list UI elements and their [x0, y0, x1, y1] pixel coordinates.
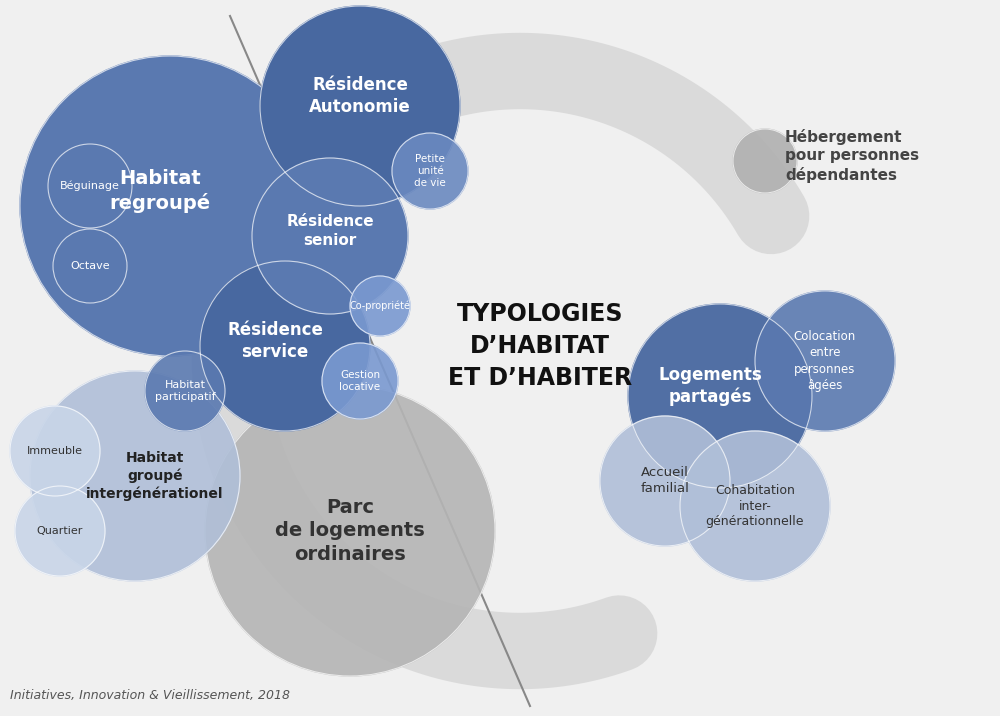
Circle shape [53, 229, 127, 303]
Text: Béguinage: Béguinage [60, 180, 120, 191]
Circle shape [680, 431, 830, 581]
Text: Résidence
Autonomie: Résidence Autonomie [309, 76, 411, 116]
Text: Habitat
groupé
intergénérationel: Habitat groupé intergénérationel [86, 451, 224, 501]
Circle shape [48, 144, 132, 228]
Text: Accueil
familial: Accueil familial [641, 467, 689, 495]
Text: Résidence
senior: Résidence senior [286, 214, 374, 248]
Circle shape [20, 56, 320, 356]
Text: Octave: Octave [70, 261, 110, 271]
Text: Hébergement
pour personnes
dépendantes: Hébergement pour personnes dépendantes [785, 129, 919, 183]
Circle shape [733, 129, 797, 193]
Circle shape [200, 261, 370, 431]
Circle shape [600, 416, 730, 546]
Text: Co-propriété: Co-propriété [350, 301, 411, 311]
Circle shape [260, 6, 460, 206]
Circle shape [205, 386, 495, 676]
Circle shape [392, 133, 468, 209]
Text: Petite
unité
de vie: Petite unité de vie [414, 154, 446, 188]
Circle shape [10, 406, 100, 496]
Circle shape [30, 371, 240, 581]
Text: Initiatives, Innovation & Vieillissement, 2018: Initiatives, Innovation & Vieillissement… [10, 689, 290, 702]
Text: Colocation
entre
personnes
âgées: Colocation entre personnes âgées [794, 331, 856, 392]
Text: Logements
partagés: Logements partagés [658, 366, 762, 407]
Text: Habitat
participatif: Habitat participatif [155, 379, 215, 402]
Circle shape [628, 304, 812, 488]
Circle shape [755, 291, 895, 431]
Text: TYPOLOGIES
D’HABITAT
ET D’HABITER: TYPOLOGIES D’HABITAT ET D’HABITER [448, 302, 632, 390]
Circle shape [145, 351, 225, 431]
Circle shape [322, 343, 398, 419]
Text: Habitat
regroupé: Habitat regroupé [109, 169, 211, 213]
Text: Résidence
service: Résidence service [227, 321, 323, 361]
Circle shape [252, 158, 408, 314]
Text: Gestion
locative: Gestion locative [339, 369, 381, 392]
Text: Immeuble: Immeuble [27, 446, 83, 456]
Text: Quartier: Quartier [37, 526, 83, 536]
Text: Parc
de logements
ordinaires: Parc de logements ordinaires [275, 498, 425, 564]
Text: Cohabitation
inter-
générationnelle: Cohabitation inter- générationnelle [706, 483, 804, 528]
Circle shape [350, 276, 410, 336]
Circle shape [15, 486, 105, 576]
